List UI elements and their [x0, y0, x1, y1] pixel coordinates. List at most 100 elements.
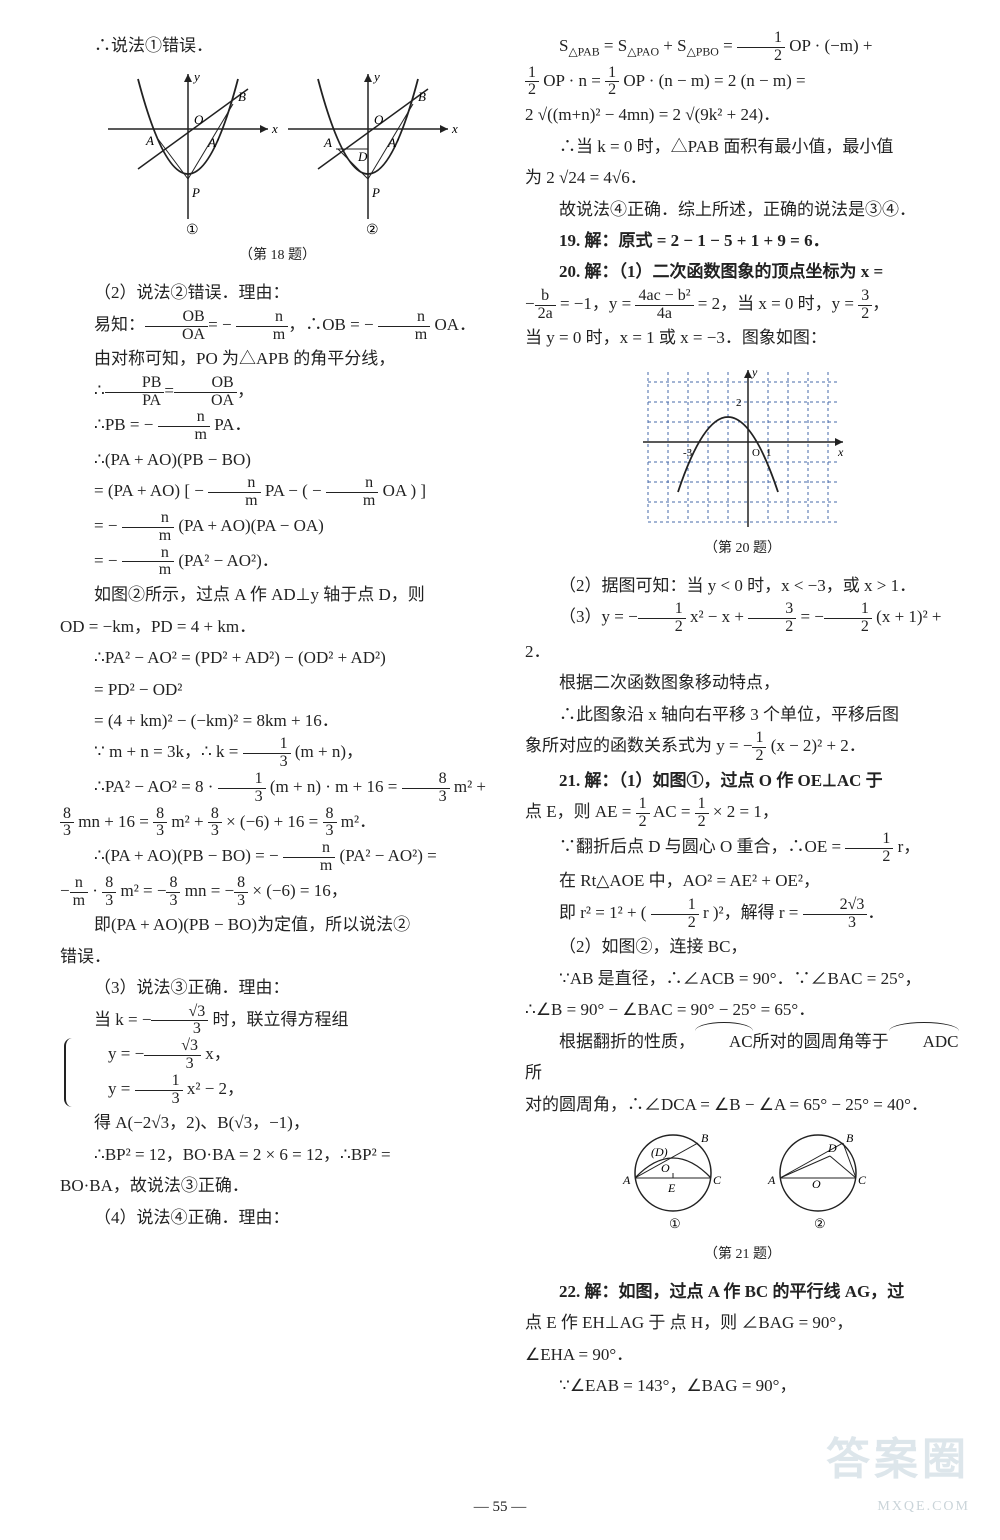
text-line: 错误． [60, 941, 495, 972]
text-line: ∴(PA + AO)(PB − BO) [60, 444, 495, 475]
text-line: （3）说法③正确．理由： [60, 972, 495, 1003]
text-line: ∴说法①错误． [60, 30, 495, 61]
figure-18: O A A' B P x y ① O A D A' B P x y ② （第 1… [60, 69, 495, 269]
svg-text:x: x [837, 445, 844, 459]
text-line: 由对称可知，PO 为△APB 的角平分线， [60, 343, 495, 374]
svg-text:O: O [661, 1161, 670, 1175]
text-line: −b2a = −1，y = 4ac − b²4a = 2，当 x = 0 时，y… [525, 288, 960, 323]
text-line: 22. 解：如图，过点 A 作 BC 的平行线 AG，过 [525, 1276, 960, 1307]
text-line: ∴PA² − AO² = 8 · 13 (m + n) · m + 16 = 8… [60, 771, 495, 806]
svg-text:2: 2 [736, 397, 742, 409]
text-line: 点 E，则 AE = 12 AC = 12 × 2 = 1， [525, 796, 960, 831]
svg-text:y: y [372, 69, 380, 84]
figure-21: A C B (D) O E ① A C B D O ② （第 21 题） [525, 1128, 960, 1268]
text-line: 如图②所示，过点 A 作 AD⊥y 轴于点 D，则 [60, 579, 495, 610]
text-line: = − nm (PA² − AO²)． [60, 545, 495, 580]
text-line: 12 OP · n = 12 OP · (n − m) = 2 (n − m) … [525, 65, 960, 100]
text-line: 象所对应的函数关系式为 y = −12 (x − 2)² + 2． [525, 730, 960, 765]
text-line: ∴PBPA=OBOA， [60, 375, 495, 410]
text-line: ∴此图象沿 x 轴向右平移 3 个单位，平移后图 [525, 699, 960, 730]
text-line: ∵翻折后点 D 与圆心 O 重合，∴OE = 12 r， [525, 831, 960, 866]
text-line: 点 E 作 EH⊥AG 于 点 H，则 ∠BAG = 90°， [525, 1307, 960, 1338]
svg-text:B: B [701, 1131, 709, 1145]
text-line: ∴∠B = 90° − ∠BAC = 90° − 25° = 65°． [525, 994, 960, 1025]
figure-20: y x O 2 -3 1 （第 20 题） [525, 362, 960, 562]
text-line: 根据翻折的性质，AC所对的圆周角等于ADC所 [525, 1026, 960, 1089]
text-line: ∴PB = − nm PA． [60, 409, 495, 444]
svg-text:1: 1 [766, 447, 772, 459]
text-line: （2）说法②错误．理由： [60, 277, 495, 308]
text-line: 故说法④正确．综上所述，正确的说法是③④． [525, 194, 960, 225]
svg-text:B: B [238, 89, 246, 104]
svg-text:x: x [271, 121, 278, 136]
svg-text:②: ② [366, 223, 379, 238]
text-line: BO·BA，故说法③正确． [60, 1170, 495, 1201]
text-line: = (4 + km)² − (−km)² = 8km + 16． [60, 705, 495, 736]
text-line: ∵AB 是直径，∴∠ACB = 90°．∵∠BAC = 25°， [525, 963, 960, 994]
svg-text:A: A [767, 1173, 776, 1187]
right-column: S△PAB = S△PAO + S△PBO = 12 OP · (−m) + 1… [525, 30, 960, 1510]
svg-text:B: B [846, 1131, 854, 1145]
svg-text:C: C [858, 1173, 867, 1187]
svg-text:y: y [751, 365, 758, 379]
text-line: S△PAB = S△PAO + S△PBO = 12 OP · (−m) + [525, 30, 960, 65]
svg-text:-3: -3 [683, 447, 693, 459]
text-line: 当 k = −√33 时，联立得方程组 y = −√33 x， y = 13 x… [60, 1004, 495, 1108]
text-line: = (PA + AO) [ − nm PA − ( − nm OA ) ] [60, 475, 495, 510]
text-line: （2）据图可知：当 y < 0 时，x < −3，或 x > 1． [525, 570, 960, 601]
svg-text:①: ① [186, 223, 199, 238]
text-line: ∴PA² − AO² = (PD² + AD²) − (OD² + AD²) [60, 642, 495, 673]
figure-18-caption: （第 18 题） [60, 243, 495, 269]
text-line: 即(PA + AO)(PB − BO)为定值，所以说法② [60, 909, 495, 940]
text-line: 21. 解：（1）如图①，过点 O 作 OE⊥AC 于 [525, 765, 960, 796]
svg-text:①: ① [669, 1216, 681, 1231]
text-line: ∠EHA = 90°． [525, 1339, 960, 1370]
text-line: 当 y = 0 时，x = 1 或 x = −3．图象如图： [525, 322, 960, 353]
svg-text:y: y [192, 69, 200, 84]
svg-text:②: ② [814, 1216, 826, 1231]
svg-text:O: O [752, 447, 760, 459]
text-line: 得 A(−2√3，2)、B(√3，−1)， [60, 1107, 495, 1138]
text-line: = − nm (PA + AO)(PA − OA) [60, 510, 495, 545]
text-line: ∵ m + n = 3k，∴ k = 13 (m + n)， [60, 736, 495, 771]
text-line: 根据二次函数图象移动特点， [525, 667, 960, 698]
svg-text:C: C [713, 1173, 722, 1187]
svg-text:O: O [812, 1177, 821, 1191]
text-line: 在 Rt△AOE 中，AO² = AE² + OE²， [525, 865, 960, 896]
svg-text:O: O [374, 112, 384, 127]
text-line: 对的圆周角，∴∠DCA = ∠B − ∠A = 65° − 25° = 40°． [525, 1089, 960, 1120]
left-column: ∴说法①错误． O A A' B P x y ① O A D A' B P x … [60, 30, 495, 1510]
svg-text:O: O [194, 112, 204, 127]
text-line: （2）如图②，连接 BC， [525, 931, 960, 962]
svg-text:E: E [667, 1181, 676, 1195]
text-line: 19. 解：原式 = 2 − 1 − 5 + 1 + 9 = 6． [525, 225, 960, 256]
text-line: （4）说法④正确．理由： [60, 1202, 495, 1233]
svg-text:A: A [323, 135, 332, 150]
svg-text:x: x [451, 121, 458, 136]
text-line: = PD² − OD² [60, 674, 495, 705]
figure-21-caption: （第 21 题） [525, 1242, 960, 1268]
svg-text:B: B [418, 89, 426, 104]
svg-text:P: P [191, 185, 200, 200]
text-line: （3）y = −12 x² − x + 32 = −12 (x + 1)² + … [525, 601, 960, 667]
text-line: 20. 解：（1）二次函数图象的顶点坐标为 x = [525, 256, 960, 287]
watermark-url: MXQE.COM [877, 1494, 970, 1520]
text-line: 83 mn + 16 = 83 m² + 83 × (−6) + 16 = 83… [60, 806, 495, 841]
text-line: 2 √((m+n)² − 4mn) = 2 √(9k² + 24)． [525, 99, 960, 130]
text-line: 为 2 √24 = 4√6． [525, 162, 960, 193]
svg-text:D: D [357, 149, 368, 164]
text-line: 易知：OBOA= − nm，∴OB = − nm OA． [60, 309, 495, 344]
figure-20-caption: （第 20 题） [525, 536, 960, 562]
text-line: 即 r² = 1² + ( 12 r )²，解得 r = 2√33． [525, 897, 960, 932]
text-line: ∴当 k = 0 时，△PAB 面积有最小值，最小值 [525, 131, 960, 162]
page-number: — 55 — [0, 1494, 1000, 1522]
text-line: ∵∠EAB = 143°，∠BAG = 90°， [525, 1370, 960, 1401]
text-line: −nm · 83 m² = −83 mn = −83 × (−6) = 16， [60, 875, 495, 910]
svg-text:P: P [371, 185, 380, 200]
svg-text:(D): (D) [651, 1145, 668, 1159]
text-line: ∴(PA + AO)(PB − BO) = − nm (PA² − AO²) = [60, 840, 495, 875]
svg-text:D: D [827, 1141, 837, 1155]
text-line: OD = −km，PD = 4 + km． [60, 611, 495, 642]
svg-text:A: A [145, 133, 154, 148]
svg-text:A: A [622, 1173, 631, 1187]
